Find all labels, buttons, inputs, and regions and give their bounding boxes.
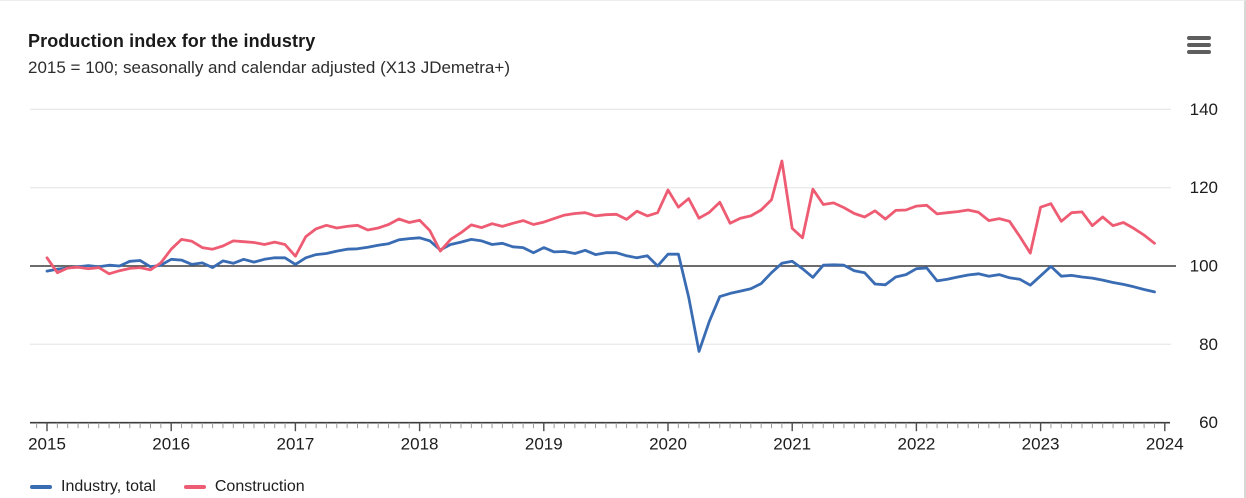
chart-menu-button[interactable] — [1187, 32, 1213, 58]
x-axis-label: 2023 — [1022, 435, 1060, 454]
x-axis-label: 2024 — [1146, 435, 1184, 454]
legend-swatch-industry-total — [30, 485, 52, 489]
legend: Industry, total Construction — [30, 478, 305, 496]
x-axis-label: 2021 — [773, 435, 811, 454]
y-axis-label: 140 — [1190, 100, 1218, 119]
y-axis-label: 120 — [1190, 178, 1218, 197]
hamburger-icon — [1187, 36, 1211, 40]
y-axis-label: 60 — [1199, 413, 1218, 432]
x-axis-label: 2017 — [276, 435, 314, 454]
legend-swatch-construction — [183, 485, 206, 489]
y-axis-label: 100 — [1190, 257, 1218, 276]
series-line-construction[interactable] — [45, 159, 1156, 276]
series-line-industry-total[interactable] — [45, 236, 1156, 353]
x-axis-label: 2015 — [28, 435, 66, 454]
x-axis-label: 2016 — [152, 435, 190, 454]
legend-label-industry-total: Industry, total — [61, 478, 156, 495]
y-axis-label: 80 — [1199, 335, 1218, 354]
chart-title: Production index for the industry — [28, 31, 316, 51]
chart-subtitle: 2015 = 100; seasonally and calendar adju… — [28, 57, 510, 77]
legend-item-construction[interactable]: Construction — [183, 478, 305, 496]
legend-label-construction: Construction — [214, 478, 305, 495]
legend-item-industry-total[interactable]: Industry, total — [30, 478, 156, 496]
x-axis-label: 2020 — [649, 435, 687, 454]
x-axis-label: 2019 — [525, 435, 563, 454]
x-axis-label: 2018 — [401, 435, 439, 454]
x-axis-label: 2022 — [897, 435, 935, 454]
chart-header: Production index for the industry 2015 =… — [28, 31, 510, 78]
